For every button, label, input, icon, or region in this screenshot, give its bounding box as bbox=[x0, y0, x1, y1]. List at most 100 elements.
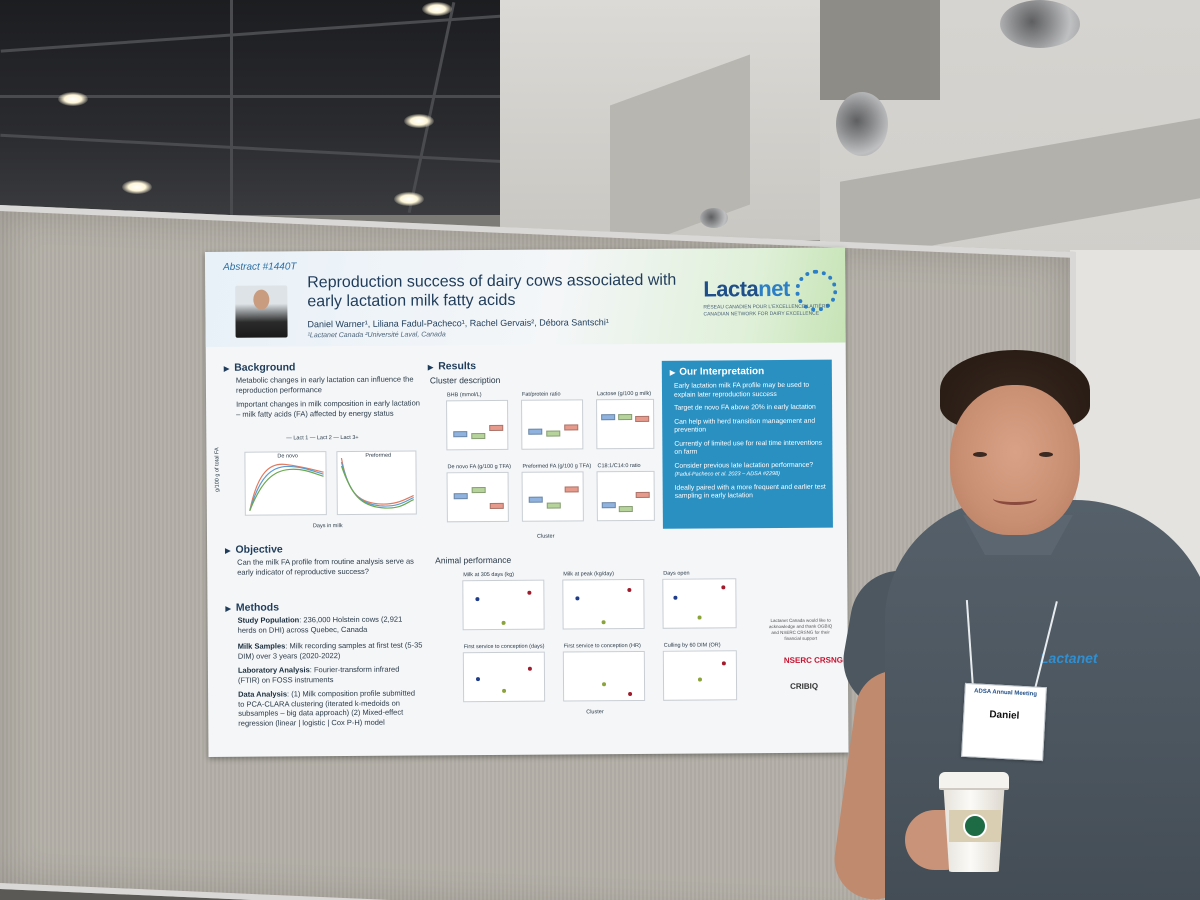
lab-label: Laboratory Analysis bbox=[237, 665, 310, 675]
smile bbox=[993, 492, 1037, 505]
interpretation-panel: Our Interpretation Early lactation milk … bbox=[661, 359, 833, 529]
performance-plot-title: First service to conception (HR) bbox=[563, 642, 641, 650]
ceiling-light bbox=[122, 180, 152, 194]
box-mark bbox=[618, 414, 633, 421]
point-mark bbox=[628, 692, 633, 697]
box-mark bbox=[489, 502, 504, 510]
lactation-legend: — Lact 1 — Lact 2 — Lact 3+ bbox=[286, 434, 359, 442]
badge-meeting: ADSA Annual Meeting bbox=[973, 688, 1038, 698]
nserc-logo: NSERC CRSNG bbox=[783, 655, 844, 665]
interpretation-item: Ideally paired with a more frequent and … bbox=[674, 483, 826, 500]
cluster-plot-title: De novo FA (g/100 g TFA) bbox=[447, 463, 512, 471]
point-mark bbox=[673, 595, 678, 600]
background-heading: Background bbox=[224, 361, 295, 373]
point-mark bbox=[502, 688, 507, 693]
cluster-plot: Lactose (g/100 g milk) bbox=[596, 391, 655, 450]
background-text-1: Metabolic changes in early lactation can… bbox=[235, 374, 414, 395]
cribiq-logo: CRIBIQ bbox=[790, 681, 819, 691]
box-mark bbox=[528, 496, 543, 503]
performance-plot-title: Milk at peak (kg/day) bbox=[563, 571, 615, 578]
interpretation-heading: Our Interpretation bbox=[670, 366, 764, 378]
point-mark bbox=[721, 661, 726, 666]
ceiling-beam bbox=[0, 95, 620, 98]
point-mark bbox=[527, 666, 532, 671]
performance-plot-title: Culling by 60 DIM (OR) bbox=[663, 642, 721, 649]
interpretation-item: Early lactation milk FA profile may be u… bbox=[673, 381, 810, 399]
point-mark bbox=[697, 677, 703, 682]
interpretation-item: Can help with herd transition management… bbox=[674, 417, 816, 434]
air-vent bbox=[1000, 0, 1080, 48]
point-mark bbox=[627, 588, 632, 593]
box-mark bbox=[453, 431, 468, 438]
point-mark bbox=[697, 615, 702, 620]
point-mark bbox=[575, 596, 580, 601]
animal-axis-label: Cluster bbox=[586, 709, 604, 716]
cluster-plot-title: Lactose (g/100 g milk) bbox=[596, 390, 652, 398]
poster-title: Reproduction success of dairy cows assoc… bbox=[307, 271, 677, 311]
animal-performance-heading: Animal performance bbox=[435, 554, 512, 566]
box-mark bbox=[564, 424, 579, 431]
methods-study: Study Population: 236,000 Holstein cows … bbox=[238, 614, 423, 635]
cluster-plot-title: BHB (mmol/L) bbox=[446, 392, 482, 399]
objective-heading: Objective bbox=[225, 543, 282, 555]
point-mark bbox=[475, 677, 481, 682]
abstract-number: Abstract #1440T bbox=[223, 261, 297, 273]
cluster-plot: De novo FA (g/100 g TFA) bbox=[446, 464, 511, 523]
dim-xlabel: Days in milk bbox=[312, 523, 343, 530]
point-mark bbox=[475, 597, 480, 602]
cluster-axis-label: Cluster bbox=[536, 533, 555, 540]
methods-lab: Laboratory Analysis: Fourier-transform i… bbox=[237, 664, 423, 685]
performance-plot: Milk at 305 days (kg) bbox=[462, 572, 545, 631]
box-mark bbox=[471, 487, 486, 494]
wall-panel bbox=[610, 54, 750, 256]
wall-middle bbox=[500, 0, 840, 256]
box-mark bbox=[453, 493, 468, 500]
cluster-plot: Fat/protein ratio bbox=[521, 392, 584, 450]
methods-samples: Milk Samples: Milk recording samples at … bbox=[238, 640, 423, 660]
interpretation-item: Currently of limited use for real time i… bbox=[674, 439, 823, 456]
starbucks-logo-icon bbox=[963, 814, 987, 838]
acknowledgement: Lactanet Canada would like to acknowledg… bbox=[768, 617, 833, 641]
methods-data: Data Analysis: (1) Milk composition prof… bbox=[238, 688, 423, 728]
box-mark bbox=[635, 415, 650, 423]
performance-plot: First service to conception (days) bbox=[462, 644, 546, 703]
data-label: Data Analysis bbox=[238, 689, 288, 699]
name-badge: ADSA Annual Meeting Daniel bbox=[961, 682, 1047, 762]
cluster-plot-title: C18:1/C14:0 ratio bbox=[597, 462, 641, 470]
eye bbox=[1039, 452, 1053, 457]
cluster-plot: C18:1/C14:0 ratio bbox=[596, 463, 655, 522]
preformed-plot: Preformed bbox=[336, 450, 417, 516]
fa-ylabel: g/100 g of total FA bbox=[214, 447, 221, 492]
ceiling-light bbox=[58, 92, 88, 106]
objective-text: Can the milk FA profile from routine ana… bbox=[237, 556, 414, 577]
preformed-curves bbox=[340, 457, 414, 509]
coffee-cup-lid bbox=[939, 772, 1009, 790]
ceiling-light bbox=[394, 192, 424, 206]
performance-plot-title: First service to conception (days) bbox=[463, 643, 545, 651]
performance-plot-title: Milk at 305 days (kg) bbox=[463, 571, 515, 579]
ceiling-light bbox=[422, 2, 452, 16]
ceiling-light bbox=[404, 114, 434, 128]
box-mark bbox=[601, 414, 616, 421]
box-mark bbox=[489, 424, 504, 432]
performance-plot: First service to conception (HR) bbox=[562, 643, 646, 702]
logo-text-a: Lacta bbox=[703, 276, 759, 302]
performance-plot-title: Days open bbox=[663, 570, 690, 577]
cluster-heading: Cluster description bbox=[429, 374, 501, 386]
interpretation-item: Target de novo FA above 20% in early lac… bbox=[674, 403, 816, 412]
box-mark bbox=[564, 486, 579, 493]
de-novo-curves bbox=[249, 463, 324, 511]
interpretation-list: Early lactation milk FA profile may be u… bbox=[666, 382, 833, 507]
background-text-2: Important changes in milk composition in… bbox=[236, 398, 420, 419]
badge-name: Daniel bbox=[989, 709, 1020, 722]
lactanet-logo: Lactanet bbox=[703, 276, 790, 303]
box-mark bbox=[635, 491, 650, 498]
cluster-plot-title: Fat/protein ratio bbox=[521, 391, 561, 398]
samples-label: Milk Samples bbox=[237, 641, 286, 651]
interpretation-citation: (Fadul-Pacheco et al. 2023 – ADSA #2298) bbox=[674, 470, 780, 478]
performance-plot: Milk at peak (kg/day) bbox=[562, 571, 645, 630]
box-mark bbox=[618, 506, 633, 513]
results-heading: Results bbox=[428, 360, 476, 372]
air-vent bbox=[700, 208, 728, 228]
wall-panel bbox=[820, 0, 940, 100]
